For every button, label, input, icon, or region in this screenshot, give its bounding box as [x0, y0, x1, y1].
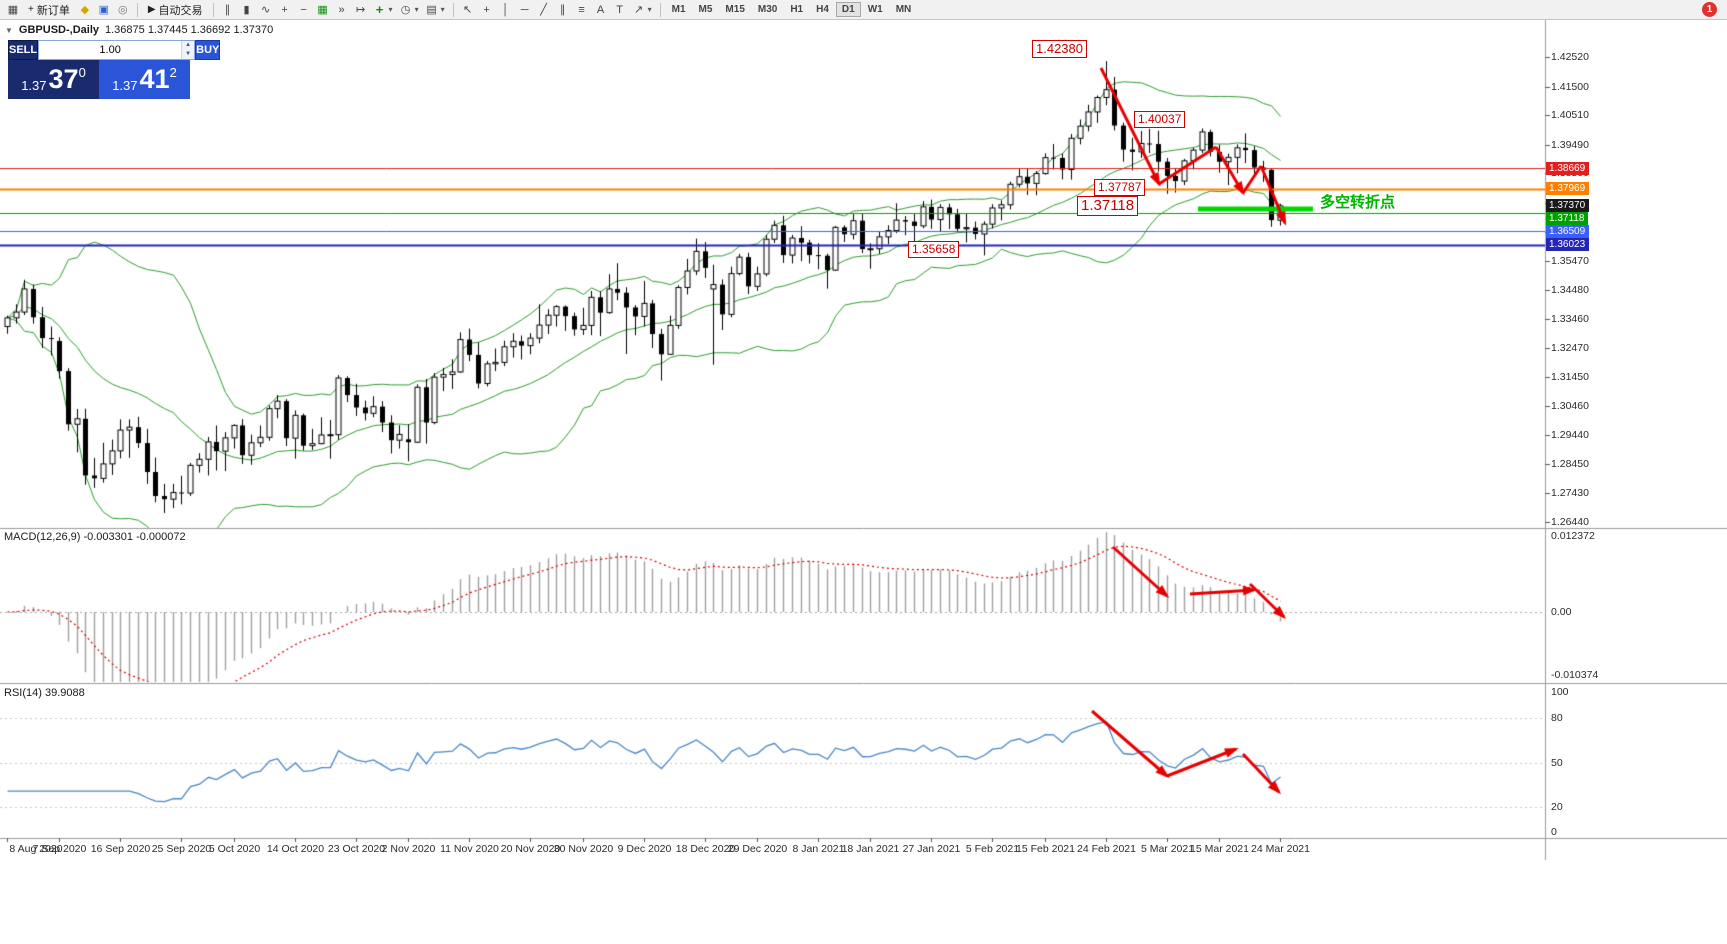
auto-trading-icon: ▶	[147, 4, 156, 15]
buy-price-display[interactable]: 1.37 41 2	[99, 60, 190, 99]
timeframe-button-m15[interactable]: M15	[725, 4, 745, 15]
shapes-dropdown-icon[interactable]: ▾	[647, 5, 652, 14]
volume-input[interactable]	[39, 41, 182, 59]
shapes-icon[interactable]: ↗	[633, 4, 644, 16]
volume-decrease-button[interactable]: ▼	[182, 50, 195, 59]
timeframe-button-mn[interactable]: MN	[895, 4, 912, 15]
zoom-out-icon[interactable]: −	[300, 3, 307, 16]
chart-ohlc-values: 1.36875 1.37445 1.36692 1.37370	[105, 24, 274, 36]
auto-trading-label: 自动交易	[158, 4, 203, 17]
new-order-label: 新订单	[36, 4, 70, 17]
auto-scroll-icon[interactable]: »	[338, 3, 345, 16]
zoom-in-icon[interactable]: +	[281, 3, 288, 16]
metaeditor-icon[interactable]: ◆	[80, 4, 90, 16]
auto-trading-button[interactable]: ▶ 自动交易	[143, 1, 208, 19]
periods-icon[interactable]: ◷	[400, 4, 411, 16]
templates-icon[interactable]: ▤	[426, 4, 437, 16]
line-chart-icon[interactable]: ∿	[260, 4, 271, 16]
timeframe-button-m1[interactable]: M1	[671, 4, 686, 15]
chart-symbol-period: GBPUSD-,Daily	[18, 24, 99, 36]
new-order-icon: +	[28, 4, 34, 15]
templates-dropdown-icon[interactable]: ▾	[440, 5, 445, 14]
timeframe-button-d1[interactable]: D1	[835, 2, 861, 17]
volume-field: ▲ ▼	[38, 40, 196, 60]
crosshair-icon[interactable]: +	[483, 3, 490, 16]
chart-title: ▼ GBPUSD-,Daily 1.36875 1.37445 1.36692 …	[5, 24, 273, 36]
timeframe-button-w1[interactable]: W1	[867, 4, 883, 15]
webinar-icon[interactable]: ◎	[118, 4, 128, 16]
notification-badge[interactable]: 1	[1702, 2, 1717, 17]
vertical-line-icon[interactable]: │	[502, 3, 510, 16]
sell-button[interactable]: SELL	[8, 40, 39, 60]
indicators-icon[interactable]: +	[375, 2, 384, 17]
horizontal-line-icon[interactable]: ─	[520, 3, 529, 16]
buy-price-big: 41	[139, 64, 170, 94]
cursor-icon[interactable]: ↖	[462, 4, 473, 16]
toolbar: ▦ + 新订单 ◆ ▣ ◎ ▶ 自动交易 ∥ ▮ ∿ + − ▦ » ↦ + ▾ …	[0, 0, 1727, 20]
volume-increase-button[interactable]: ▲	[182, 41, 195, 50]
timeframe-button-m30[interactable]: M30	[757, 4, 778, 15]
new-chart-icon[interactable]: ▦	[7, 4, 19, 16]
toolbar-separator	[136, 2, 138, 17]
buy-button[interactable]: BUY	[195, 40, 221, 60]
price-callout[interactable]: 1.37787	[1094, 179, 1146, 196]
chart-shift-icon[interactable]: ↦	[355, 4, 366, 16]
candlestick-chart-icon[interactable]: ▮	[243, 4, 250, 16]
buy-price-sup: 2	[169, 65, 177, 80]
price-callout[interactable]: 1.40037	[1134, 111, 1186, 128]
price-callout[interactable]: 1.42380	[1032, 40, 1087, 58]
indicators-dropdown-icon[interactable]: ▾	[388, 5, 393, 14]
sell-price-big: 37	[48, 64, 79, 94]
sell-price-display[interactable]: 1.37 37 0	[8, 60, 99, 99]
periods-dropdown-icon[interactable]: ▾	[414, 5, 419, 14]
rsi-indicator-label: RSI(14) 39.9088	[4, 687, 85, 699]
calendar-icon[interactable]: ▣	[98, 4, 110, 16]
toolbar-separator	[212, 2, 214, 17]
bar-chart-icon[interactable]: ∥	[224, 4, 231, 16]
label-icon[interactable]: T	[616, 3, 623, 16]
new-order-button[interactable]: + 新订单	[23, 1, 75, 19]
timeframe-button-m5[interactable]: M5	[698, 4, 713, 15]
price-callout[interactable]: 1.37118	[1077, 196, 1139, 217]
turning-point-label[interactable]: 多空转折点	[1320, 194, 1396, 211]
text-icon[interactable]: A	[596, 3, 605, 16]
toolbar-separator	[452, 2, 454, 17]
sell-price-sup: 0	[78, 65, 86, 80]
trendline-icon[interactable]: ╱	[540, 4, 547, 16]
channel-icon[interactable]: ∥	[559, 4, 566, 16]
timeframe-button-h4[interactable]: H4	[816, 4, 829, 15]
price-callout[interactable]: 1.35658	[908, 241, 960, 258]
volume-spinner: ▲ ▼	[181, 41, 195, 59]
timeframe-button-h1[interactable]: H1	[790, 4, 804, 15]
macd-indicator-label: MACD(12,26,9) -0.003301 -0.000072	[4, 531, 186, 543]
buy-price-small: 1.37	[112, 78, 138, 93]
fibonacci-icon[interactable]: ≡	[578, 3, 585, 16]
sell-price-small: 1.37	[21, 78, 47, 93]
tile-windows-icon[interactable]: ▦	[317, 4, 328, 16]
toolbar-separator	[659, 2, 661, 17]
one-click-toggle-icon[interactable]: ▼	[5, 25, 13, 35]
